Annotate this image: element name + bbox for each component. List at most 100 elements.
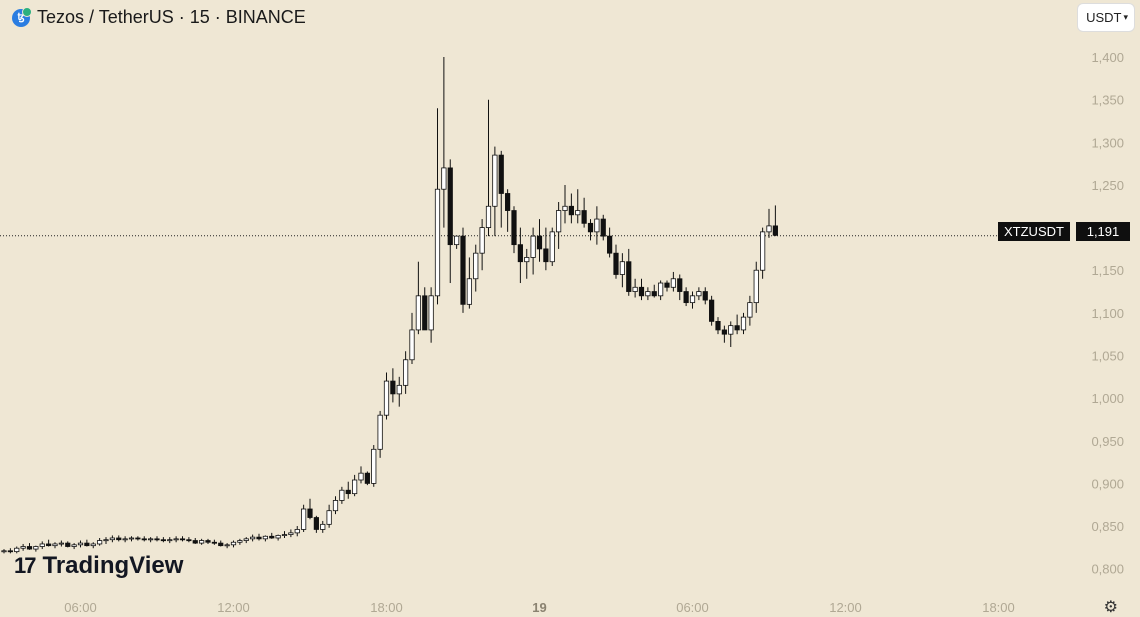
candle-body-up bbox=[396, 384, 402, 395]
candle-body-up bbox=[58, 542, 64, 545]
candle bbox=[377, 410, 383, 458]
price-tick-label: 0,800 bbox=[1091, 562, 1124, 577]
candle bbox=[326, 504, 332, 528]
candle bbox=[638, 278, 645, 301]
tradingview-logo-text: TradingView bbox=[42, 552, 184, 579]
candle-body-up bbox=[454, 235, 460, 246]
candle-body-down bbox=[390, 380, 396, 395]
candle bbox=[269, 532, 275, 539]
candle bbox=[141, 536, 147, 542]
candle bbox=[179, 536, 186, 542]
candle-body-down bbox=[721, 329, 727, 335]
candle-body-down bbox=[702, 291, 708, 301]
candle bbox=[243, 537, 249, 544]
candle-body-down bbox=[568, 205, 574, 216]
candle bbox=[256, 533, 262, 541]
candle-body-down bbox=[218, 542, 224, 547]
candle bbox=[313, 515, 319, 533]
candle-body-down bbox=[651, 291, 657, 297]
candle-body-up bbox=[128, 537, 135, 540]
candle-body-up bbox=[301, 508, 307, 530]
candle-body-down bbox=[677, 278, 683, 292]
candle bbox=[167, 537, 173, 544]
candle bbox=[556, 202, 562, 249]
candle-body-down bbox=[607, 235, 613, 254]
candle bbox=[90, 542, 96, 549]
candle-body-down bbox=[505, 193, 511, 211]
candle bbox=[409, 312, 415, 365]
price-tick-label: 1,150 bbox=[1091, 263, 1124, 278]
candle bbox=[422, 287, 428, 331]
candle-body-up bbox=[77, 542, 84, 546]
candle bbox=[600, 214, 606, 241]
candle bbox=[20, 543, 26, 551]
candle-body-up bbox=[109, 537, 115, 541]
candle bbox=[71, 543, 77, 550]
candle-body-down bbox=[269, 535, 275, 539]
candle-body-down bbox=[154, 538, 160, 541]
candle bbox=[549, 227, 555, 266]
candle bbox=[715, 317, 721, 335]
candle-body-up bbox=[20, 546, 26, 549]
candle-body-up bbox=[466, 278, 472, 305]
time-tick-label: 12:00 bbox=[829, 600, 862, 615]
time-axis[interactable]: 06:00 12:00 18:00 19 06:00 12:00 18:00 bbox=[64, 600, 1015, 615]
price-tick-label: 1,350 bbox=[1091, 93, 1124, 108]
chevron-down-icon: ▾ bbox=[1123, 12, 1128, 22]
candle bbox=[658, 280, 664, 301]
candle-body-down bbox=[587, 222, 594, 233]
candle-body-up bbox=[409, 329, 415, 361]
candle bbox=[479, 219, 485, 271]
candle bbox=[626, 248, 632, 296]
candle bbox=[211, 539, 217, 545]
candle bbox=[734, 314, 740, 335]
candle-body-up bbox=[243, 538, 249, 541]
candle-body-up bbox=[358, 472, 364, 481]
candle-body-up bbox=[632, 286, 638, 292]
ticker-tag: XTZUSDT bbox=[998, 222, 1070, 241]
candle bbox=[460, 227, 466, 313]
candle bbox=[135, 536, 141, 541]
settings-gear-icon[interactable]: ⚙ bbox=[1103, 599, 1118, 616]
candle bbox=[58, 540, 64, 547]
tradingview-logo[interactable]: 17 TradingView bbox=[14, 552, 183, 580]
candle bbox=[415, 261, 421, 335]
candle bbox=[441, 57, 447, 228]
candle bbox=[122, 536, 128, 543]
price-tag: 1,191 bbox=[1076, 222, 1130, 241]
candle-body-up bbox=[294, 529, 300, 534]
symbol-header[interactable]: ꜩ Tezos / TetherUS · 15 · BINANCE bbox=[12, 6, 306, 28]
candle-body-down bbox=[84, 542, 90, 547]
candle-body-down bbox=[709, 299, 715, 322]
candle bbox=[364, 471, 370, 486]
candle-body-up bbox=[575, 210, 581, 216]
candle bbox=[772, 205, 778, 237]
time-tick-label: 18:00 bbox=[370, 600, 403, 615]
candle bbox=[485, 99, 492, 237]
candle-body-up bbox=[728, 325, 734, 335]
candle-body-up bbox=[549, 231, 555, 263]
time-tick-label: 19 bbox=[532, 600, 546, 615]
candle bbox=[352, 474, 358, 497]
candle-body-down bbox=[498, 154, 504, 194]
candle-body-up bbox=[90, 543, 96, 547]
candle bbox=[454, 235, 460, 249]
candle-body-up bbox=[383, 380, 390, 416]
price-axis[interactable]: 0,800 0,850 0,900 0,950 1,000 1,050 1,100 1,150… bbox=[1091, 50, 1124, 577]
candle-body-up bbox=[320, 523, 326, 530]
candle bbox=[294, 526, 300, 537]
candle bbox=[651, 284, 657, 298]
candle-body-down bbox=[734, 325, 740, 331]
candle bbox=[677, 274, 683, 301]
candle-body-up bbox=[740, 316, 747, 331]
candle-body-up bbox=[689, 295, 696, 304]
currency-selector[interactable]: USDT ▾ bbox=[1078, 4, 1134, 31]
candle-body-up bbox=[173, 538, 179, 541]
candle bbox=[747, 295, 753, 326]
candle-body-down bbox=[345, 489, 351, 495]
candle bbox=[301, 504, 307, 533]
candle-body-up bbox=[485, 205, 492, 228]
candle bbox=[396, 376, 402, 407]
candle-body-down bbox=[536, 235, 543, 250]
